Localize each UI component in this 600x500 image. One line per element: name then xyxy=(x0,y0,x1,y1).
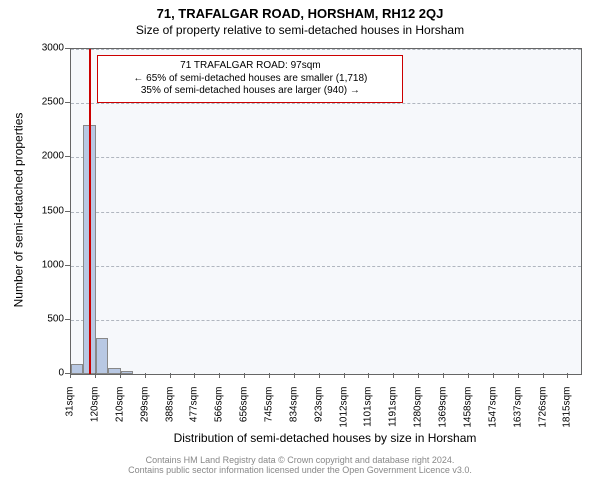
x-tick-label: 31sqm xyxy=(65,387,76,437)
x-tick-label: 1637sqm xyxy=(512,387,523,437)
x-tick-mark xyxy=(418,373,419,378)
grid-line xyxy=(71,266,581,267)
footer-attribution: Contains HM Land Registry data © Crown c… xyxy=(0,455,600,475)
x-tick-label: 299sqm xyxy=(139,387,150,437)
x-tick-label: 477sqm xyxy=(189,387,200,437)
x-tick-label: 1458sqm xyxy=(462,387,473,437)
callout-box: 71 TRAFALGAR ROAD: 97sqm ← 65% of semi-d… xyxy=(97,55,403,103)
footer-line2: Contains public sector information licen… xyxy=(128,465,472,475)
callout-line2: ← 65% of semi-detached houses are smalle… xyxy=(104,73,396,86)
x-tick-label: 388sqm xyxy=(164,387,175,437)
marker-line xyxy=(89,49,91,374)
x-tick-label: 745sqm xyxy=(264,387,275,437)
x-tick-mark xyxy=(319,373,320,378)
y-tick-mark xyxy=(65,211,70,212)
plot-wrap: 71 TRAFALGAR ROAD: 97sqm ← 65% of semi-d… xyxy=(0,0,600,500)
x-tick-mark xyxy=(219,373,220,378)
x-axis-label: Distribution of semi-detached houses by … xyxy=(70,431,580,445)
grid-line xyxy=(71,157,581,158)
grid-line xyxy=(71,103,581,104)
y-axis-label: Number of semi-detached properties xyxy=(11,47,25,372)
x-tick-label: 1547sqm xyxy=(487,387,498,437)
x-tick-mark xyxy=(95,373,96,378)
grid-line xyxy=(71,320,581,321)
x-tick-label: 1369sqm xyxy=(438,387,449,437)
x-tick-label: 1280sqm xyxy=(413,387,424,437)
x-tick-mark xyxy=(344,373,345,378)
grid-line xyxy=(71,49,581,50)
histogram-bar xyxy=(71,364,83,374)
x-tick-mark xyxy=(120,373,121,378)
x-tick-label: 120sqm xyxy=(89,387,100,437)
x-tick-label: 1101sqm xyxy=(363,387,374,437)
x-tick-label: 1191sqm xyxy=(388,387,399,437)
y-tick-mark xyxy=(65,102,70,103)
x-tick-label: 656sqm xyxy=(239,387,250,437)
x-tick-label: 834sqm xyxy=(288,387,299,437)
x-tick-mark xyxy=(145,373,146,378)
grid-line xyxy=(71,212,581,213)
x-tick-mark xyxy=(244,373,245,378)
x-tick-mark xyxy=(393,373,394,378)
x-tick-label: 1815sqm xyxy=(562,387,573,437)
x-tick-mark xyxy=(269,373,270,378)
callout-line1: 71 TRAFALGAR ROAD: 97sqm xyxy=(104,60,396,73)
x-tick-mark xyxy=(567,373,568,378)
x-tick-label: 210sqm xyxy=(114,387,125,437)
x-tick-label: 566sqm xyxy=(214,387,225,437)
plot-area: 71 TRAFALGAR ROAD: 97sqm ← 65% of semi-d… xyxy=(70,48,582,375)
y-tick-mark xyxy=(65,265,70,266)
x-tick-mark xyxy=(170,373,171,378)
x-tick-mark xyxy=(294,373,295,378)
x-tick-mark xyxy=(543,373,544,378)
x-tick-label: 1012sqm xyxy=(338,387,349,437)
y-tick-mark xyxy=(65,156,70,157)
x-tick-mark xyxy=(468,373,469,378)
y-tick-mark xyxy=(65,48,70,49)
x-tick-mark xyxy=(443,373,444,378)
x-tick-label: 1726sqm xyxy=(537,387,548,437)
histogram-bar xyxy=(121,371,134,374)
x-tick-mark xyxy=(70,373,71,378)
x-tick-mark xyxy=(518,373,519,378)
x-tick-mark xyxy=(194,373,195,378)
x-tick-label: 923sqm xyxy=(313,387,324,437)
x-tick-mark xyxy=(368,373,369,378)
y-tick-mark xyxy=(65,319,70,320)
callout-line3: 35% of semi-detached houses are larger (… xyxy=(104,85,396,98)
footer-line1: Contains HM Land Registry data © Crown c… xyxy=(146,455,455,465)
histogram-bar xyxy=(96,338,109,374)
x-tick-mark xyxy=(493,373,494,378)
